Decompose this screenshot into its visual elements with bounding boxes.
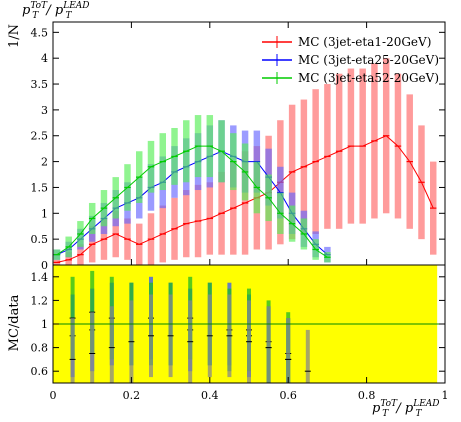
y-tick-label: 4 [41,52,48,65]
ratio-y-tick-label: 0.6 [31,365,49,378]
ratio-series-3 [69,294,311,383]
y-tick-label: 2 [41,156,48,169]
x-tick-label: 0.6 [279,389,297,402]
y-tick-label: 1.5 [31,181,49,194]
chart-title: pToT T / pLEAD T [22,1,90,21]
y-tick-label: 0 [41,259,48,272]
legend-entry: MC (3jet-eta1-20GeV) [298,35,431,49]
main-panel: 0 0.5 1 1.5 2 2.5 3 3.5 4 4.5 1/N [7,21,446,272]
ratio-y-tick-label: 0.8 [31,342,49,355]
legend-entry: MC (3jet-eta25-20GeV) [298,53,439,67]
chart-title-text: pToT T / pLEAD T [22,1,90,21]
ratio-error-bar [70,318,75,383]
ratio-error-bar [305,329,310,383]
x-tick-label: 1 [442,389,449,402]
series-line [56,135,434,263]
y-tick-label: 4.5 [31,26,49,39]
series-1 [53,58,437,265]
y-tick-label: 3.5 [31,78,49,91]
x-tick-label: 0 [50,389,57,402]
y-tick-label: 0.5 [31,233,49,246]
ratio-y-tick-label: 1.2 [31,294,49,307]
series-3 [53,115,331,263]
ratio-error-bar [266,306,271,383]
series-line [56,145,328,258]
error-band [65,252,72,265]
legend: MC (3jet-eta1-20GeV) MC (3jet-eta25-20GeV… [262,35,439,85]
ratio-panel: 0.6 0.8 1 1.2 1.4 0 0.2 0.4 0.6 0.8 1 MC/data [7,264,449,402]
x-tick-label: 0.4 [201,389,219,402]
ratio-y-axis-title: MC/data [7,294,22,351]
ratio-y-tick-label: 1 [41,318,48,331]
x-tick-label: 0.2 [123,389,141,402]
ratio-error-bar [109,306,114,383]
y-tick-label: 2.5 [31,130,49,143]
y-tick-label: 1 [41,207,48,220]
x-axis-title: pToT T / pLEAD T [372,399,440,419]
ratio-y-tick-label: 1.4 [31,271,49,284]
y-tick-label: 3 [41,104,48,117]
ratio-error-bar [286,318,291,383]
x-axis-title-text: pToT T / pLEAD T [372,399,440,419]
ratio-error-bar [90,312,95,383]
legend-entry: MC (3jet-eta52-20GeV) [298,71,439,85]
y-axis-title: 1/N [7,24,22,48]
x-tick-label: 0.8 [358,389,376,402]
